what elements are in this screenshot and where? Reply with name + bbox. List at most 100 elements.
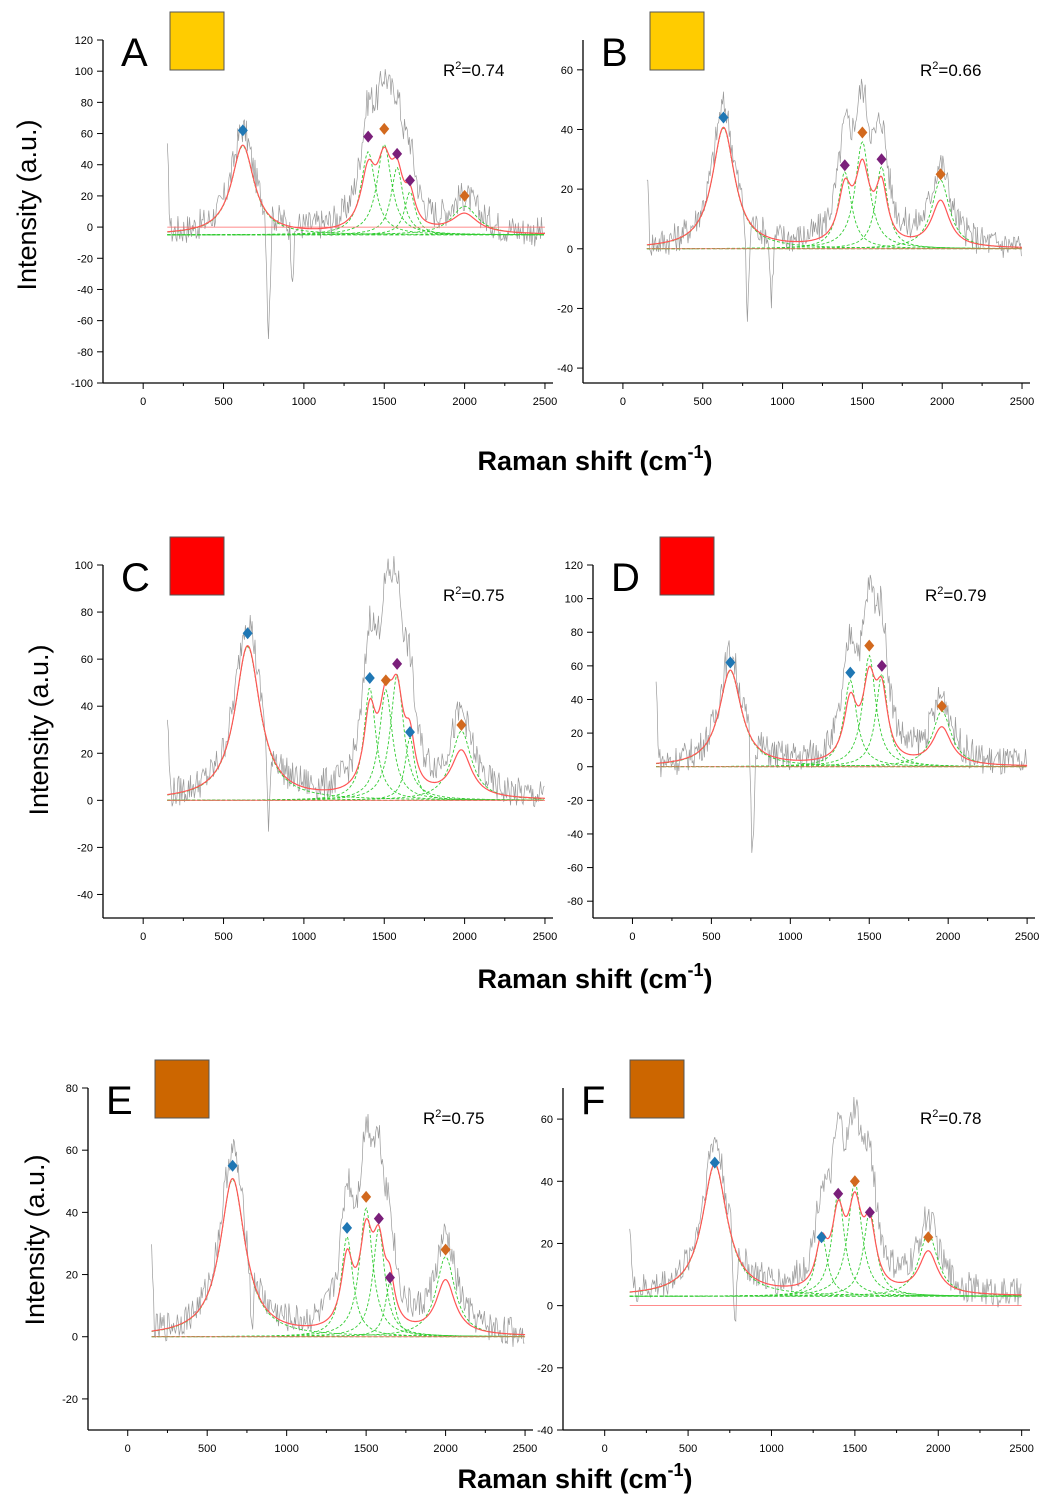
peak-marker bbox=[392, 147, 403, 160]
y-tick-label: 60 bbox=[541, 1114, 553, 1126]
peak-marker bbox=[379, 122, 390, 135]
x-tick-label: 1000 bbox=[778, 931, 802, 943]
x-tick-label: 2000 bbox=[433, 1443, 457, 1455]
y-tick-label: 40 bbox=[66, 1207, 78, 1219]
peak-marker bbox=[364, 671, 375, 684]
r2-label: R2=0.74 bbox=[443, 60, 504, 80]
y-tick-label: -20 bbox=[62, 1394, 78, 1406]
panel-letter: D bbox=[611, 556, 640, 600]
y-tick-label: 120 bbox=[565, 560, 583, 572]
component-peak bbox=[151, 1178, 525, 1337]
y-tick-label: 100 bbox=[75, 560, 93, 572]
component-peak bbox=[151, 1235, 525, 1338]
ylabel-row2: Intensity (a.u.) bbox=[24, 644, 54, 815]
component-peak bbox=[656, 654, 1027, 768]
x-tick-label: 0 bbox=[620, 396, 626, 408]
peak-marker bbox=[242, 627, 253, 640]
peak-marker bbox=[361, 1190, 372, 1203]
peak-marker bbox=[839, 159, 850, 172]
x-tick-label: 2500 bbox=[1009, 1443, 1033, 1455]
raw-spectrum bbox=[166, 556, 545, 832]
peak-marker bbox=[845, 666, 856, 679]
y-tick-label: -80 bbox=[77, 347, 93, 359]
peak-marker bbox=[857, 126, 868, 139]
peak-marker bbox=[404, 174, 415, 187]
x-tick-label: 1000 bbox=[292, 396, 316, 408]
y-tick-label: 0 bbox=[72, 1332, 78, 1344]
x-tick-label: 1500 bbox=[857, 931, 881, 943]
peak-marker bbox=[816, 1231, 827, 1244]
y-tick-label: -40 bbox=[537, 1425, 553, 1437]
x-tick-label: 500 bbox=[694, 396, 712, 408]
raw-spectrum bbox=[629, 1096, 1022, 1323]
panel-f: 0 500 1000 1500 2000 2500 -40 -20 0 20 40 60 F R2=0.7… bbox=[537, 1059, 1034, 1455]
peak-marker bbox=[342, 1221, 353, 1234]
peak-marker bbox=[923, 1231, 934, 1244]
y-tick-label: 80 bbox=[81, 607, 93, 619]
x-tick-label: 2500 bbox=[513, 1443, 537, 1455]
peak-marker bbox=[709, 1156, 720, 1169]
r2-label: R2=0.75 bbox=[423, 1108, 484, 1128]
y-tick-label: 40 bbox=[81, 160, 93, 172]
raw-spectrum bbox=[166, 69, 545, 340]
y-tick-label: 20 bbox=[81, 191, 93, 203]
y-tick-label: 0 bbox=[577, 762, 583, 774]
panel-letter: B bbox=[601, 31, 628, 75]
x-tick-label: 0 bbox=[125, 1443, 131, 1455]
x-tick-label: 2000 bbox=[926, 1443, 950, 1455]
r2-label: R2=0.79 bbox=[925, 585, 986, 605]
component-peak bbox=[167, 191, 544, 236]
panel-letter: A bbox=[121, 31, 148, 75]
x-tick-label: 2000 bbox=[452, 396, 476, 408]
r2-label: R2=0.78 bbox=[920, 1108, 981, 1128]
component-peak bbox=[656, 679, 1027, 768]
x-tick-label: 2500 bbox=[533, 931, 557, 943]
color-swatch bbox=[649, 11, 705, 71]
peak-marker bbox=[384, 1271, 395, 1284]
cumulative-fit bbox=[167, 144, 545, 235]
y-tick-label: -100 bbox=[71, 378, 93, 390]
color-swatch bbox=[169, 11, 225, 71]
x-tick-label: 1000 bbox=[759, 1443, 783, 1455]
x-tick-label: 1500 bbox=[843, 1443, 867, 1455]
peak-marker bbox=[864, 639, 875, 652]
raw-spectrum bbox=[646, 78, 1022, 322]
y-tick-label: 120 bbox=[75, 35, 93, 47]
y-tick-label: 100 bbox=[75, 66, 93, 78]
x-tick-label: 500 bbox=[702, 931, 720, 943]
r2-label: R2=0.66 bbox=[920, 60, 981, 80]
y-tick-label: 40 bbox=[81, 701, 93, 713]
y-tick-label: 20 bbox=[571, 728, 583, 740]
color-swatch bbox=[659, 536, 715, 596]
peak-marker bbox=[876, 659, 887, 672]
peak-marker bbox=[876, 153, 887, 166]
component-peak bbox=[629, 1209, 1021, 1297]
color-swatch bbox=[169, 536, 225, 596]
panel-a: 0 500 1000 1500 2000 2500 -100 -80 -60 -40 -20 0 20 4… bbox=[71, 11, 557, 408]
y-tick-label: 100 bbox=[565, 594, 583, 606]
component-peak bbox=[656, 673, 1027, 768]
y-tick-label: 20 bbox=[81, 748, 93, 760]
y-tick-label: 0 bbox=[87, 222, 93, 234]
y-tick-label: -20 bbox=[77, 253, 93, 265]
peak-marker bbox=[725, 656, 736, 669]
y-tick-label: -20 bbox=[77, 842, 93, 854]
peak-marker bbox=[380, 674, 391, 687]
xlabel-row1: Raman shift (cm-1) bbox=[477, 442, 712, 476]
peak-marker bbox=[456, 719, 467, 732]
y-tick-label: -40 bbox=[557, 363, 573, 375]
component-peak bbox=[167, 166, 544, 236]
y-tick-label: -60 bbox=[77, 316, 93, 328]
x-tick-label: 500 bbox=[214, 396, 232, 408]
x-tick-label: 500 bbox=[198, 1443, 216, 1455]
peak-marker bbox=[936, 700, 947, 713]
peak-marker bbox=[227, 1159, 238, 1172]
y-tick-label: 60 bbox=[561, 65, 573, 77]
y-tick-label: 40 bbox=[561, 124, 573, 136]
x-tick-label: 0 bbox=[602, 1443, 608, 1455]
raw-spectrum bbox=[151, 1113, 525, 1347]
y-tick-label: 40 bbox=[571, 694, 583, 706]
peak-marker bbox=[833, 1187, 844, 1200]
x-tick-label: 1000 bbox=[274, 1443, 298, 1455]
component-peak bbox=[629, 1164, 1021, 1297]
